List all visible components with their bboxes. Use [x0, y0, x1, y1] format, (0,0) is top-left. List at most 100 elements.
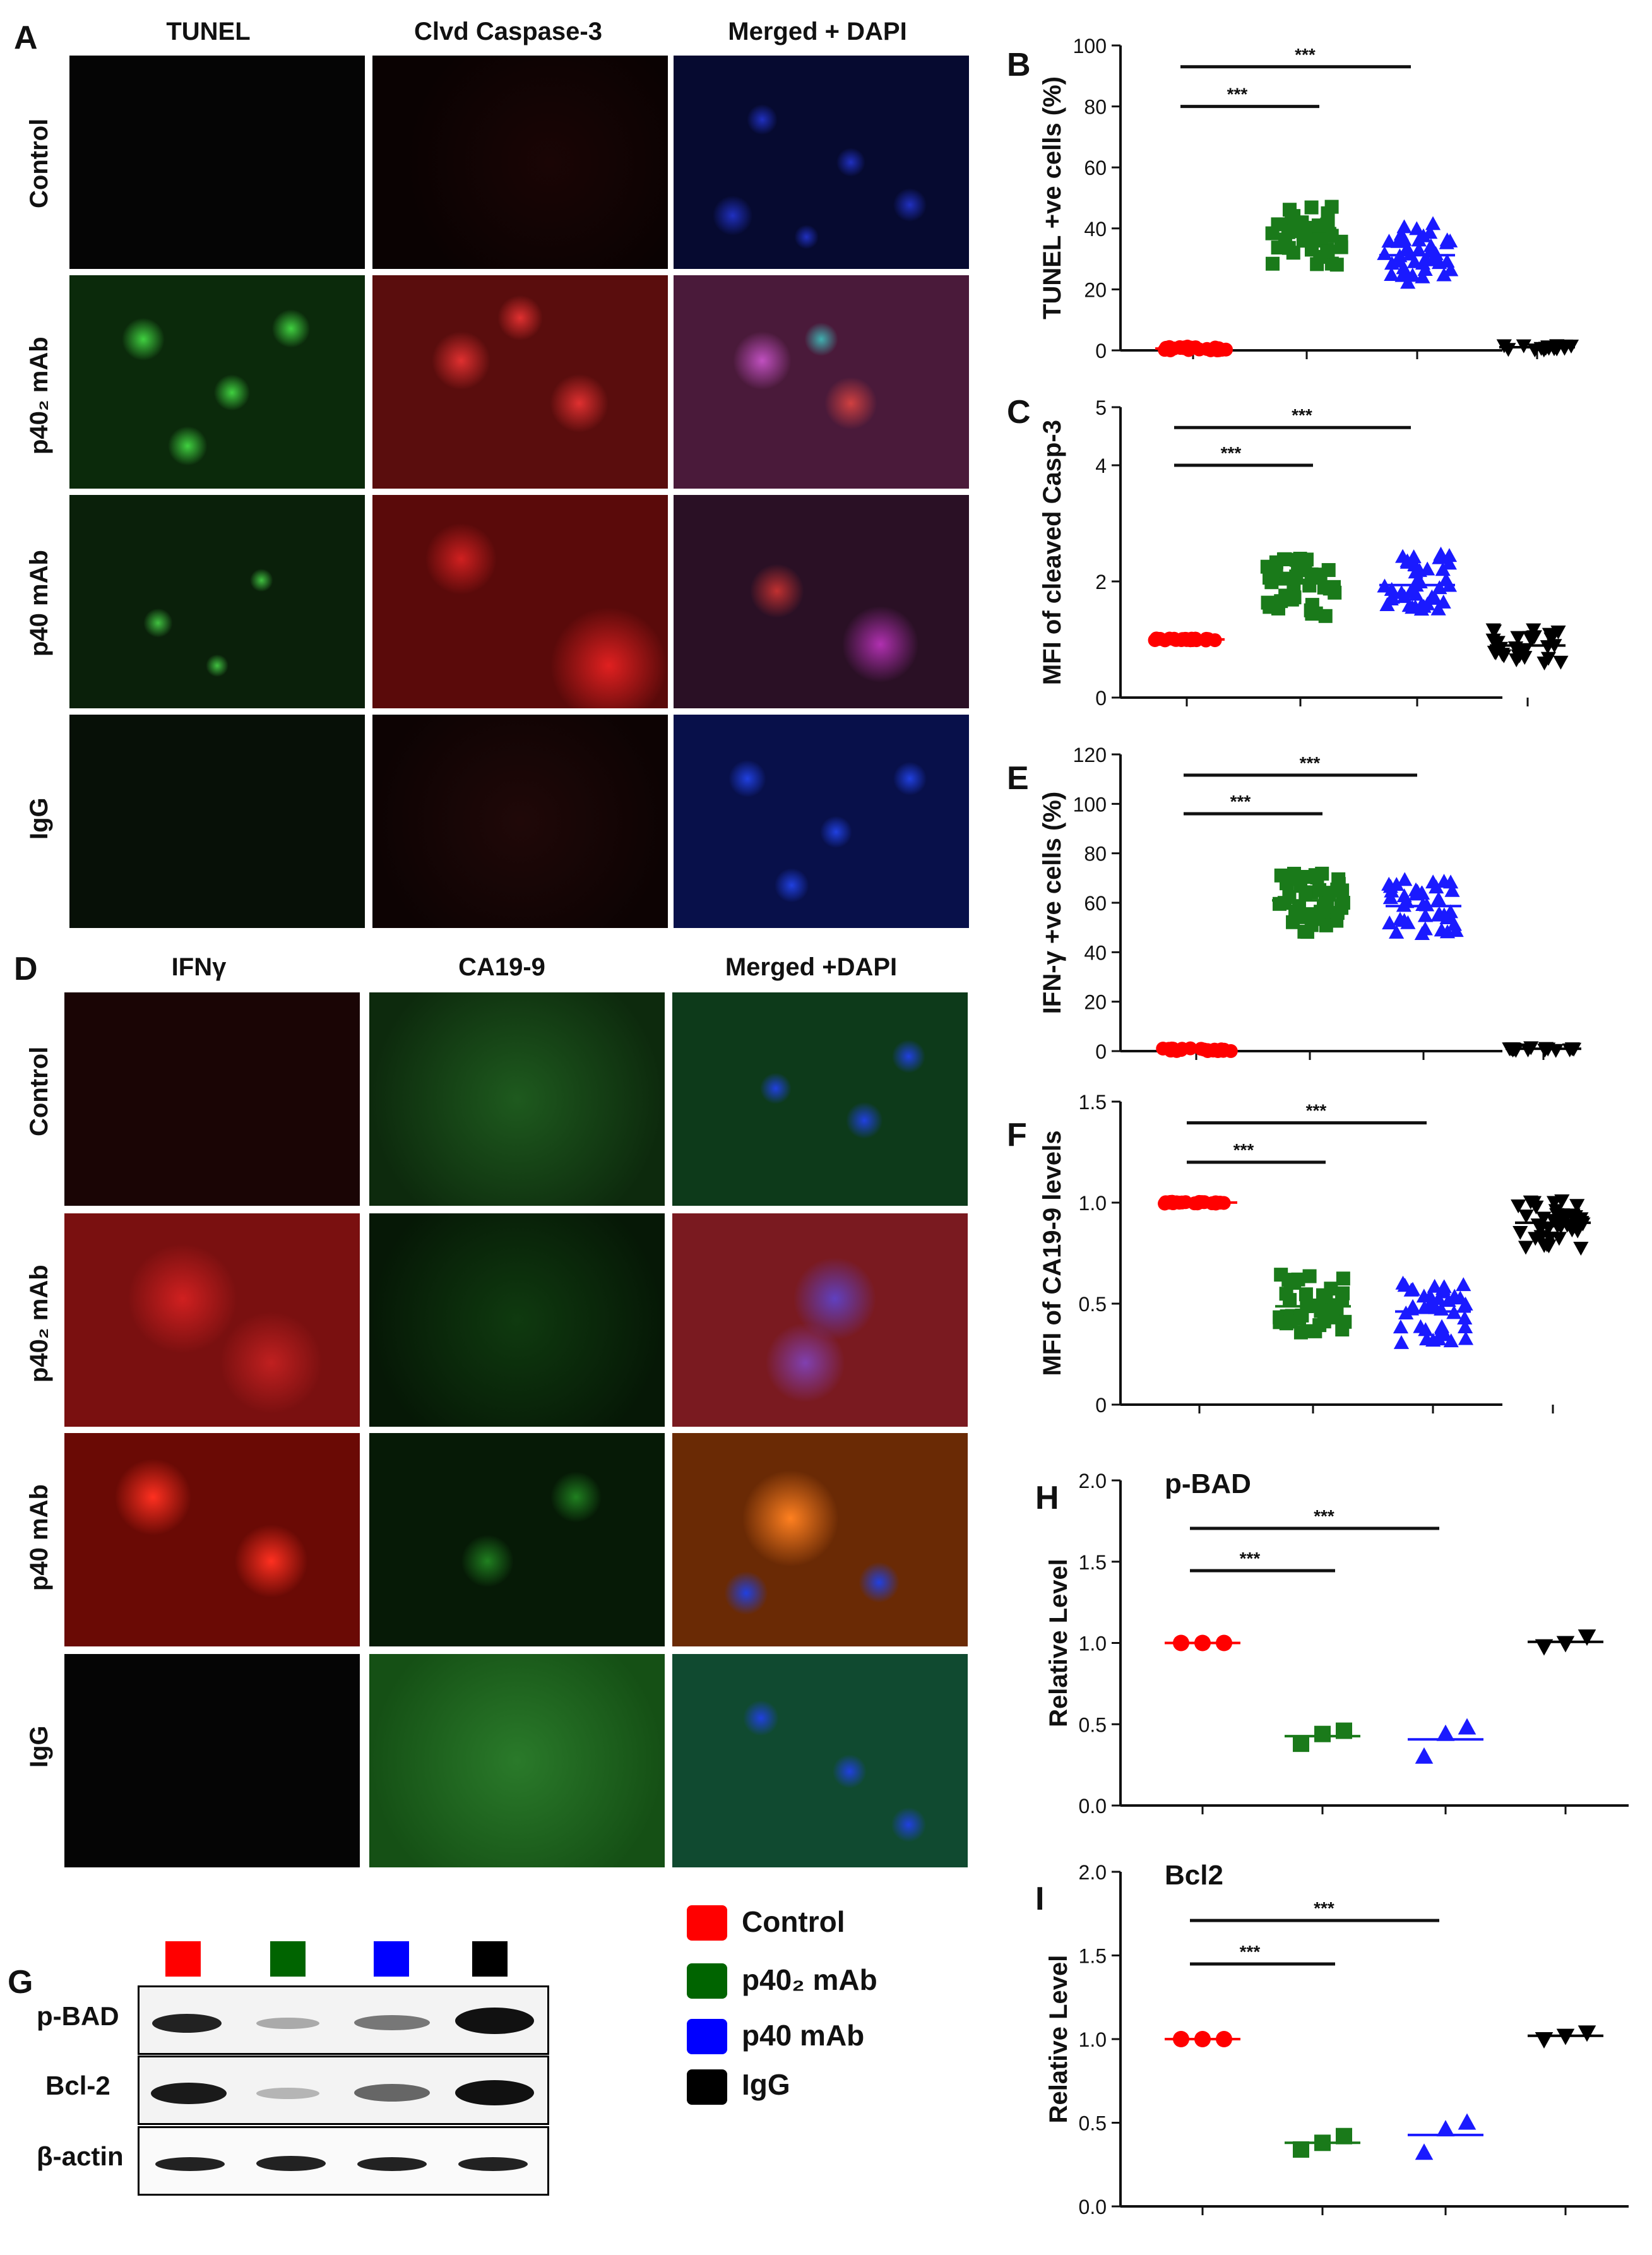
panel-a-letter: A: [14, 20, 38, 56]
band: [455, 2008, 534, 2034]
data-point: [1285, 215, 1299, 230]
data-point: [1384, 590, 1400, 604]
micrograph-d-control-ifng: [64, 992, 360, 1206]
data-point: [1507, 641, 1524, 655]
data-point: [1203, 343, 1218, 357]
data-point: [1396, 219, 1412, 234]
band: [152, 2014, 222, 2033]
data-point: [1330, 906, 1345, 920]
y-tick-label: 80: [1084, 96, 1107, 119]
data-point: [1295, 1308, 1309, 1323]
data-point: [1260, 559, 1275, 574]
data-point: [1313, 249, 1328, 264]
micrograph-d-p40-merged: [672, 1433, 968, 1646]
data-point: [1314, 1725, 1331, 1742]
data-point: [1382, 879, 1398, 893]
y-tick-label: 0.5: [1079, 1293, 1107, 1316]
data-point: [1496, 339, 1512, 354]
data-point: [1458, 1296, 1473, 1311]
data-point: [1517, 651, 1533, 665]
data-point: [1432, 906, 1447, 920]
data-point: [1326, 1310, 1340, 1324]
y-tick-label: 0.5: [1079, 2112, 1107, 2135]
data-point: [1377, 578, 1393, 593]
data-point: [1274, 594, 1288, 609]
data-point: [1509, 653, 1524, 667]
panel-a-row-control: Control: [25, 118, 53, 208]
data-point: [1535, 2032, 1554, 2049]
data-point: [1300, 925, 1314, 939]
chart-title: Bcl2: [1165, 1860, 1223, 1891]
data-point: [1282, 203, 1297, 217]
data-point: [1186, 633, 1200, 648]
data-point: [1518, 1241, 1534, 1255]
data-point: [1418, 1322, 1434, 1336]
data-point: [1330, 883, 1345, 897]
data-point: [1192, 1194, 1206, 1209]
data-point: [1296, 232, 1310, 247]
data-point: [1417, 261, 1433, 276]
data-point: [1311, 218, 1326, 233]
data-point: [1538, 342, 1554, 356]
data-point: [1511, 1199, 1526, 1214]
data-point: [1432, 580, 1447, 595]
data-point: [1441, 1293, 1456, 1307]
data-point: [1162, 631, 1177, 646]
data-point: [1314, 1304, 1328, 1318]
data-point: [1578, 2025, 1596, 2042]
data-point: [1266, 563, 1280, 578]
data-point: [1319, 918, 1333, 932]
data-point: [1447, 1288, 1463, 1303]
band: [458, 2157, 528, 2171]
y-tick-label: 1.5: [1079, 1945, 1107, 1968]
data-point: [1397, 1278, 1413, 1292]
data-point: [1393, 1335, 1410, 1349]
data-point: [1425, 1333, 1441, 1347]
data-point: [1328, 585, 1342, 600]
data-point: [1573, 1241, 1589, 1256]
data-point: [1435, 562, 1451, 576]
data-point: [1216, 1196, 1231, 1210]
y-tick-label: 60: [1084, 157, 1107, 179]
data-point: [1336, 1722, 1352, 1739]
micrograph-a-p402-merged: [674, 275, 969, 489]
data-point: [1427, 1278, 1442, 1293]
blot-label-pbad: p-BAD: [37, 2001, 119, 2031]
data-point: [1184, 340, 1198, 355]
panel-d-col-ca199: CA19-9: [458, 953, 545, 981]
data-point: [1379, 597, 1395, 611]
significance-label: ***: [1230, 792, 1251, 811]
panel-d-col-ifng: IFNγ: [171, 953, 227, 981]
data-point: [1526, 630, 1542, 645]
data-point: [1267, 570, 1281, 585]
data-point: [1329, 913, 1344, 928]
y-tick-label: 4: [1095, 455, 1107, 477]
data-point: [1540, 1222, 1557, 1236]
panel-d-letter: D: [14, 951, 38, 987]
data-point: [1443, 1333, 1459, 1348]
data-point: [1546, 342, 1562, 357]
data-point: [1326, 580, 1341, 594]
data-point: [1439, 924, 1456, 939]
data-point: [1540, 340, 1556, 355]
data-point: [1541, 1239, 1557, 1254]
data-point: [1518, 643, 1533, 657]
data-point: [1536, 1211, 1552, 1226]
lane-swatch-p402: [270, 1941, 306, 1977]
data-point: [1309, 606, 1323, 621]
data-point: [1304, 200, 1319, 215]
y-tick-label: 100: [1073, 793, 1107, 816]
data-point: [1319, 1294, 1333, 1308]
y-tick-label: 1.5: [1079, 1551, 1107, 1574]
data-point: [1334, 234, 1348, 249]
data-point: [1412, 574, 1428, 589]
data-point: [1274, 868, 1288, 883]
data-point: [1441, 548, 1458, 562]
data-point: [1415, 228, 1432, 242]
data-point: [1435, 1281, 1451, 1295]
data-point: [1180, 339, 1195, 354]
data-point: [1188, 340, 1203, 355]
data-point: [1173, 341, 1187, 355]
data-point: [1211, 341, 1226, 355]
data-point: [1430, 1291, 1447, 1306]
